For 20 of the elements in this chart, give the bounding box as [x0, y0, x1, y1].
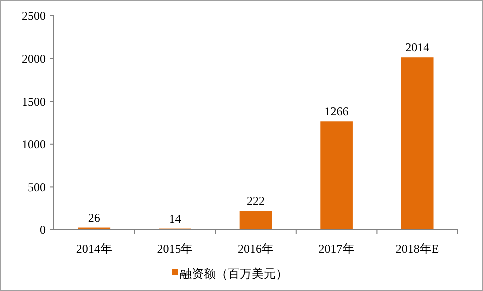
x-tick-label: 2014年 — [76, 242, 112, 256]
data-label: 222 — [247, 194, 265, 208]
y-tick-label: 2000 — [22, 52, 46, 66]
bar — [320, 122, 353, 230]
y-tick-label: 0 — [40, 223, 46, 238]
y-tick-label: 1000 — [22, 138, 46, 152]
y-tick-label: 1500 — [22, 94, 46, 109]
legend-label: 融资额（百万美元） — [180, 267, 288, 282]
bar — [240, 210, 272, 230]
data-label: 2014 — [406, 40, 430, 55]
x-tick-label: 2015年 — [157, 242, 194, 256]
y-tick-label: 2500 — [22, 9, 46, 24]
data-label: 14 — [169, 212, 182, 226]
y-tick-label: 500 — [28, 180, 46, 194]
bar — [401, 58, 434, 230]
data-label: 1266 — [324, 104, 349, 119]
x-tick-label: 2017年 — [318, 242, 355, 256]
x-tick-label: 2018年E — [396, 242, 440, 256]
data-label: 26 — [88, 210, 100, 225]
x-tick-label: 2016年 — [238, 242, 274, 256]
